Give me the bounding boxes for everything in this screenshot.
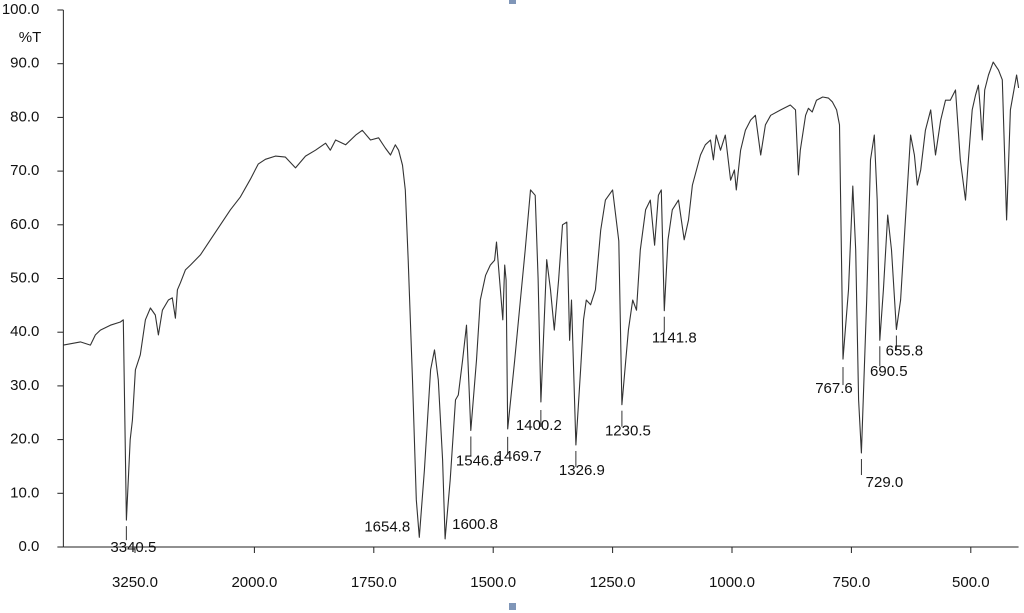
x-tick-label: 1250.0 [590, 574, 636, 591]
y-tick-label: 70.0 [10, 162, 39, 179]
y-axis-label: %T [19, 29, 42, 46]
bottom-marker [509, 603, 516, 610]
peak-label: 1141.8 [652, 330, 697, 347]
spectrum-line [63, 61, 1020, 540]
x-tick-label: 1500.0 [470, 574, 516, 591]
y-tick-label: 20.0 [10, 431, 39, 448]
peak-label: 3340.5 [110, 539, 156, 556]
x-tick-label: 750.0 [833, 574, 871, 591]
peak-label: 1326.9 [559, 462, 605, 479]
x-tick-label: 1750.0 [351, 574, 397, 591]
peak-label: 655.8 [886, 342, 924, 359]
y-tick-label: 40.0 [10, 323, 39, 340]
peak-label: 1546.8 [456, 452, 502, 469]
peak-label: 690.5 [870, 363, 908, 380]
x-tick-label: 1000.0 [709, 574, 755, 591]
y-tick-label: 0.0 [19, 538, 40, 555]
peak-label: 1469.7 [496, 448, 542, 465]
y-tick-label: 100.0 [2, 1, 40, 18]
x-tick-label: 3250.0 [112, 574, 158, 591]
peak-label: 1600.8 [452, 516, 498, 533]
y-tick-label: 10.0 [10, 484, 39, 501]
y-tick-label: 50.0 [10, 269, 39, 286]
peak-label: 1654.8 [364, 518, 410, 535]
x-tick-label: 500.0 [952, 574, 990, 591]
peak-label: 767.6 [815, 380, 853, 397]
y-tick-label: 80.0 [10, 108, 39, 125]
top-marker [509, 0, 516, 4]
peak-label: 1230.5 [605, 423, 651, 440]
x-tick-label: 2000.0 [231, 574, 277, 591]
y-tick-label: 30.0 [10, 377, 39, 394]
y-tick-label: 90.0 [10, 55, 39, 72]
y-tick-label: 60.0 [10, 216, 39, 233]
peak-label: 1400.2 [516, 417, 562, 434]
peak-label: 729.0 [866, 474, 904, 491]
